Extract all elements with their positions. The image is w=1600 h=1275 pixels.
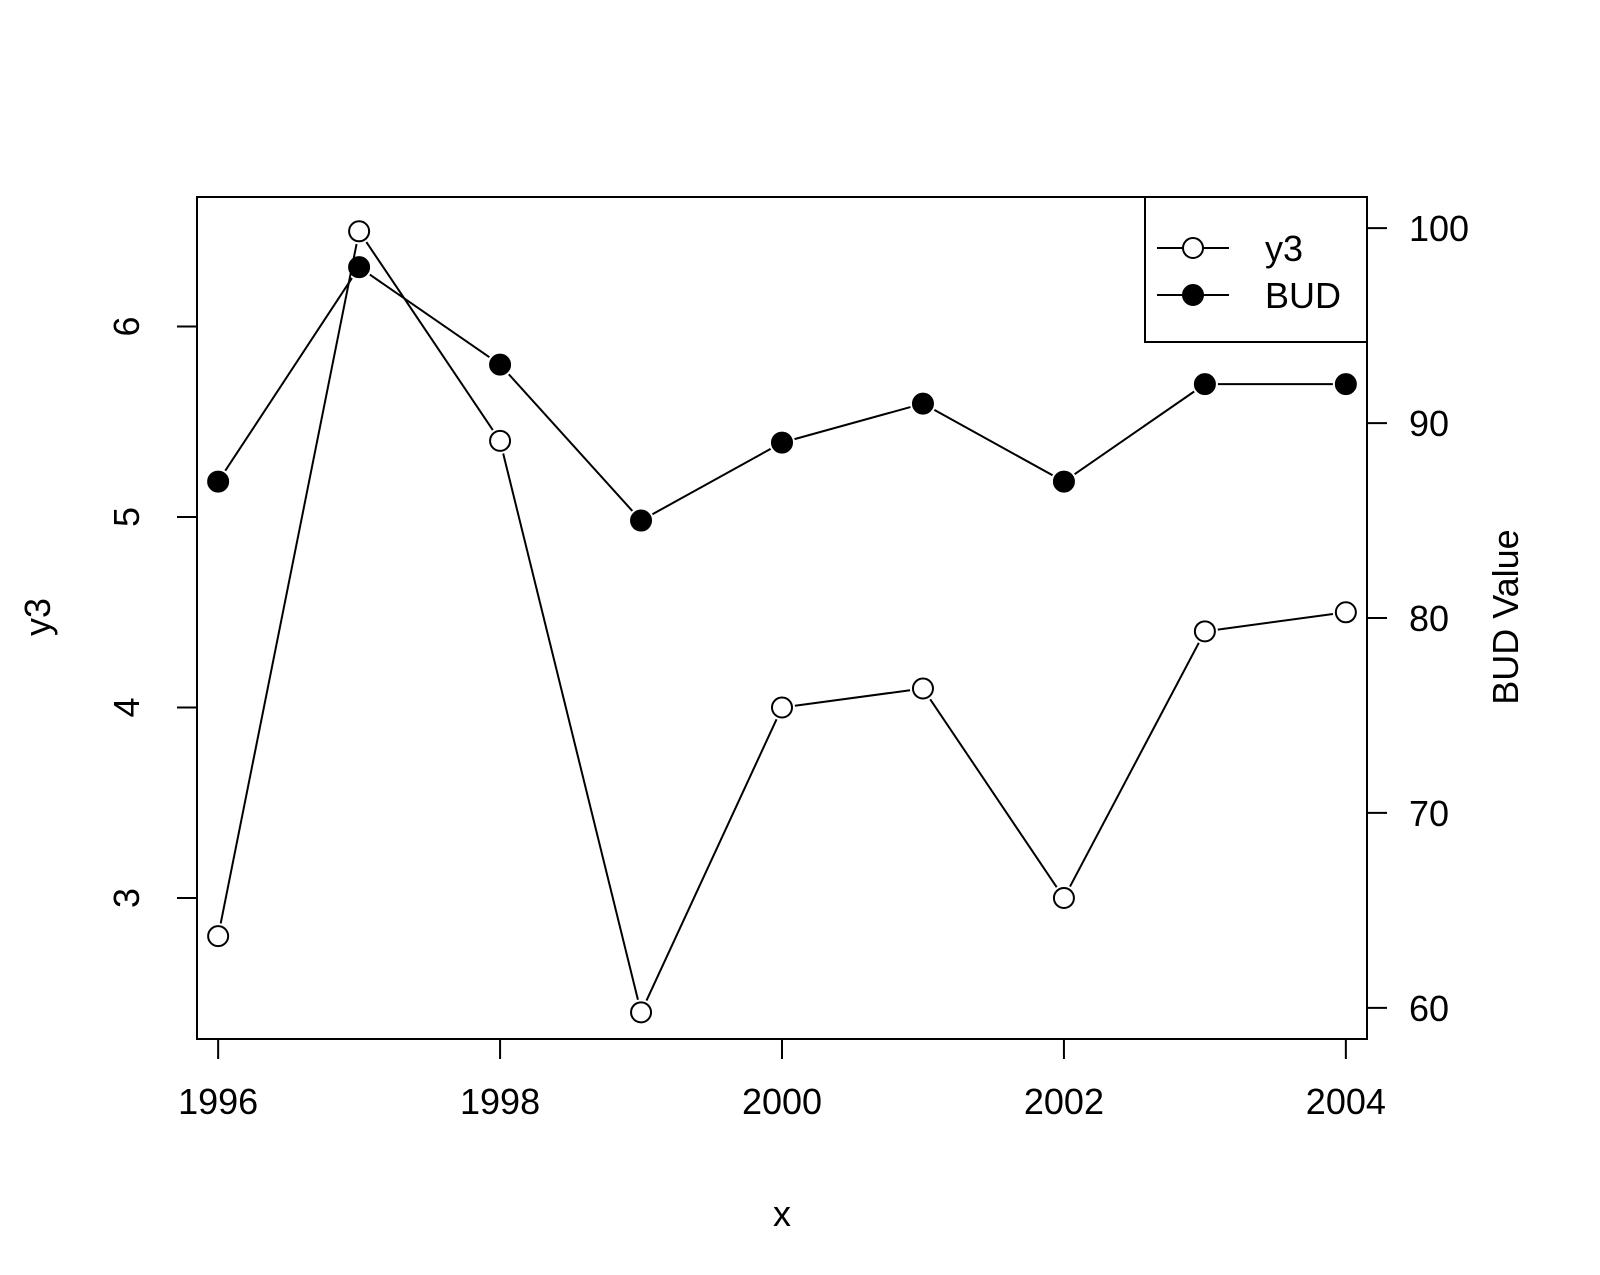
series-y3-point-1996 bbox=[207, 925, 230, 948]
legend-marker-y3 bbox=[1182, 237, 1204, 259]
series-bud-segment-4 bbox=[794, 406, 911, 441]
y-left-axis: 3 4 5 6 bbox=[106, 317, 198, 908]
series-bud bbox=[207, 256, 1357, 532]
series-bud-segment-6 bbox=[1074, 390, 1195, 475]
y-left-tick-label-5: 5 bbox=[106, 507, 147, 527]
series-y3-point-2004 bbox=[1334, 601, 1357, 624]
series-bud-segment-2 bbox=[508, 373, 634, 512]
series-bud-point-2003 bbox=[1193, 373, 1216, 396]
legend-box bbox=[1144, 196, 1368, 343]
series-y3-segment-6 bbox=[1069, 642, 1200, 888]
y-right-axis-label: BUD Value bbox=[1485, 529, 1526, 704]
x-axis: 1996 1998 2000 2002 2004 bbox=[178, 1038, 1386, 1122]
series-bud-point-2000 bbox=[771, 431, 793, 454]
series-y3-point-2000 bbox=[771, 696, 793, 719]
series-y3-segment-5 bbox=[929, 698, 1058, 888]
series-y3-point-1997 bbox=[348, 220, 371, 243]
series-y3 bbox=[207, 220, 1357, 1024]
series-bud-segment-1 bbox=[369, 273, 490, 359]
series-layer bbox=[207, 220, 1357, 1024]
series-y3-point-1998 bbox=[489, 429, 512, 452]
y-left-tick-label-6: 6 bbox=[106, 317, 147, 337]
x-tick-label-1998: 1998 bbox=[460, 1081, 540, 1122]
series-y3-segment-7 bbox=[1217, 613, 1334, 631]
series-bud-point-1996 bbox=[207, 470, 230, 493]
series-y3-segment-4 bbox=[794, 689, 911, 707]
x-tick-label-1996: 1996 bbox=[178, 1081, 258, 1122]
series-y3-point-2001 bbox=[911, 677, 934, 700]
y-right-tick-label-60: 60 bbox=[1409, 988, 1449, 1029]
series-y3-segment-1 bbox=[365, 241, 494, 431]
series-bud-point-2004 bbox=[1334, 373, 1357, 396]
x-tick-label-2002: 2002 bbox=[1024, 1081, 1104, 1122]
x-tick-label-2000: 2000 bbox=[742, 1081, 822, 1122]
series-bud-point-1997 bbox=[348, 256, 371, 279]
y-left-axis-label: y3 bbox=[17, 598, 58, 636]
y-right-tick-label-90: 90 bbox=[1409, 403, 1449, 444]
y-left-tick-label-4: 4 bbox=[106, 698, 147, 718]
y-right-tick-label-80: 80 bbox=[1409, 598, 1449, 639]
series-bud-point-2002 bbox=[1052, 470, 1075, 493]
y-right-axis: 60 70 80 90 100 bbox=[1366, 208, 1469, 1029]
series-bud-point-1999 bbox=[630, 509, 653, 532]
series-bud-point-1998 bbox=[489, 353, 512, 376]
legend: y3 BUD bbox=[1144, 196, 1368, 343]
series-y3-segment-2 bbox=[502, 453, 639, 1000]
series-y3-segment-0 bbox=[219, 243, 358, 924]
y-left-tick-label-3: 3 bbox=[106, 888, 147, 908]
series-bud-segment-0 bbox=[224, 277, 353, 472]
series-bud-segment-3 bbox=[651, 448, 772, 516]
series-bud-segment-5 bbox=[933, 409, 1054, 477]
series-y3-point-1999 bbox=[630, 1001, 653, 1024]
x-tick-label-2004: 2004 bbox=[1306, 1081, 1386, 1122]
y-right-tick-label-100: 100 bbox=[1409, 208, 1469, 249]
legend-label-y3: y3 bbox=[1265, 228, 1303, 269]
legend-label-bud: BUD bbox=[1265, 275, 1341, 316]
series-y3-point-2002 bbox=[1052, 887, 1075, 910]
x-axis-label: x bbox=[773, 1193, 791, 1234]
series-bud-point-2001 bbox=[911, 392, 934, 415]
y-right-tick-label-70: 70 bbox=[1409, 793, 1449, 834]
series-y3-point-2003 bbox=[1193, 620, 1216, 643]
series-y3-segment-3 bbox=[645, 718, 778, 1001]
legend-marker-bud bbox=[1182, 284, 1204, 306]
